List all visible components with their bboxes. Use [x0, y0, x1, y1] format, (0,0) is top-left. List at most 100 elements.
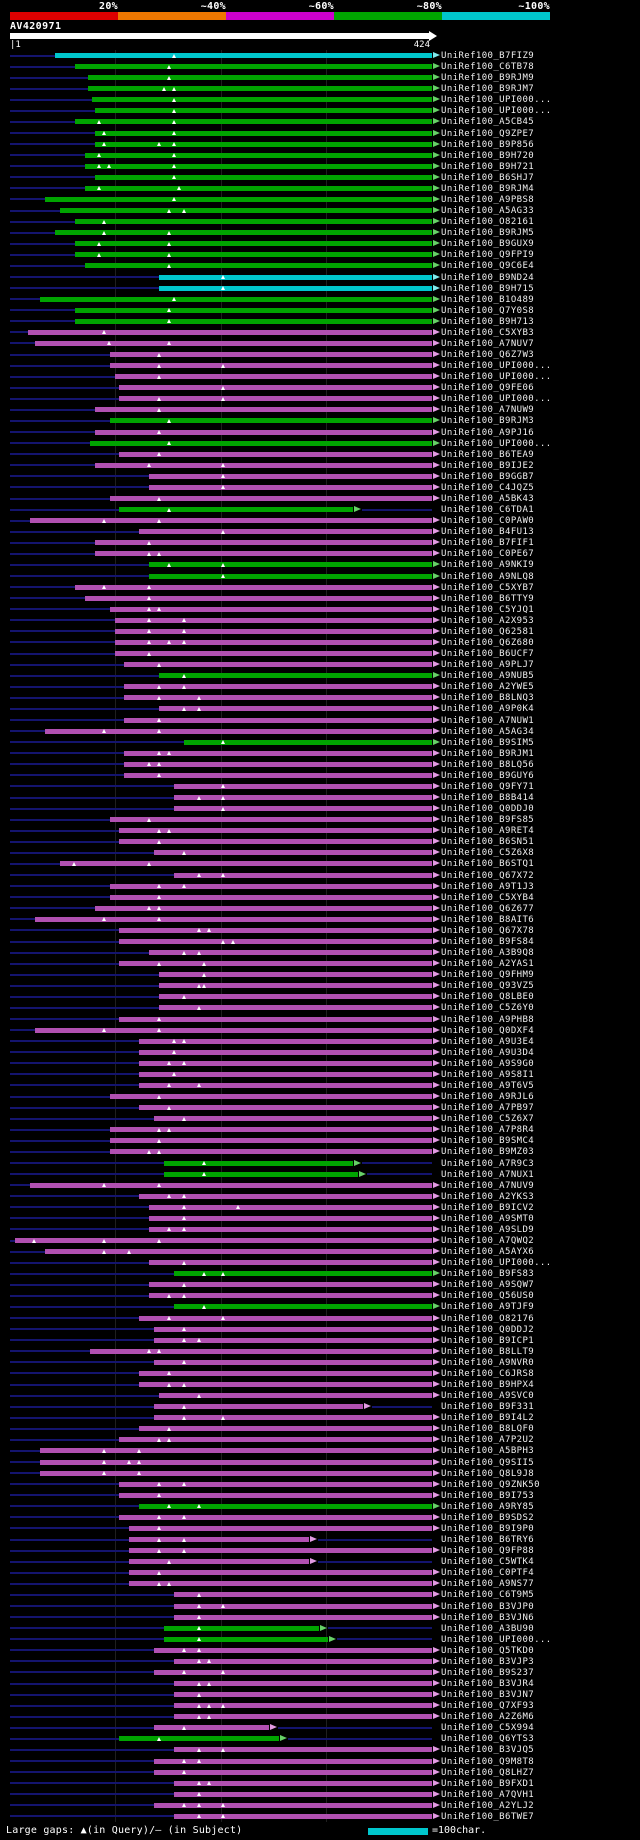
hit-accession-label[interactable]: UniRef100_A7NUV7 — [441, 338, 535, 349]
alignment-bar[interactable] — [84, 185, 432, 191]
hit-accession-label[interactable]: UniRef100_A2Z6M6 — [441, 1712, 535, 1723]
hit-accession-label[interactable]: UniRef100_B9RJM5 — [441, 228, 535, 239]
alignment-bar[interactable] — [139, 1049, 432, 1055]
hit-accession-label[interactable]: UniRef100_A9PHB8 — [441, 1014, 535, 1025]
alignment-bar[interactable] — [154, 1337, 432, 1343]
hit-accession-label[interactable]: UniRef100_O82176 — [441, 1313, 535, 1324]
alignment-bar[interactable] — [154, 1415, 432, 1421]
alignment-bar[interactable] — [149, 1226, 432, 1232]
alignment-bar[interactable] — [44, 196, 432, 202]
alignment-bar[interactable] — [174, 1681, 432, 1687]
hit-accession-label[interactable]: UniRef100_B6SN51 — [441, 837, 535, 848]
hit-accession-label[interactable]: UniRef100_C5Z6X8 — [441, 848, 535, 859]
hit-accession-label[interactable]: UniRef100_A9P0K4 — [441, 704, 535, 715]
hit-accession-label[interactable]: UniRef100_B9H715 — [441, 283, 535, 294]
alignment-bar[interactable] — [124, 695, 432, 701]
alignment-bar[interactable] — [124, 717, 432, 723]
hit-accession-label[interactable]: UniRef100_B9SIM5 — [441, 737, 535, 748]
alignment-bar[interactable] — [124, 772, 432, 778]
hit-accession-label[interactable]: UniRef100_Q0DXF4 — [441, 1025, 535, 1036]
alignment-bar[interactable] — [174, 1304, 432, 1310]
hit-accession-label[interactable]: UniRef100_B9ICV2 — [441, 1202, 535, 1213]
hit-accession-label[interactable]: UniRef100_C5YJQ1 — [441, 604, 535, 615]
hit-accession-label[interactable]: UniRef100_C5Z6Y0 — [441, 1003, 535, 1014]
hit-accession-label[interactable]: UniRef100_A9U3D4 — [441, 1047, 535, 1058]
hit-accession-label[interactable]: UniRef100_B3VJP3 — [441, 1656, 535, 1667]
alignment-bar[interactable] — [139, 1105, 432, 1111]
alignment-bar[interactable] — [109, 1127, 432, 1133]
alignment-bar[interactable] — [129, 1581, 432, 1587]
alignment-bar[interactable] — [174, 806, 432, 812]
hit-accession-label[interactable]: UniRef100_A9NLQ8 — [441, 571, 535, 582]
alignment-bar[interactable] — [59, 208, 432, 214]
hit-accession-label[interactable]: UniRef100_A9SVC0 — [441, 1391, 535, 1402]
alignment-bar[interactable] — [119, 451, 432, 457]
hit-accession-label[interactable]: UniRef100_Q9ZNK50 — [441, 1479, 540, 1490]
hit-accession-label[interactable]: UniRef100_A9T1J3 — [441, 881, 535, 892]
hit-accession-label[interactable]: UniRef100_B6TWE7 — [441, 1811, 535, 1822]
alignment-bar[interactable] — [94, 407, 432, 413]
hit-accession-label[interactable]: UniRef100_B9H721 — [441, 161, 535, 172]
hit-accession-label[interactable]: UniRef100_B9MZ03 — [441, 1147, 535, 1158]
alignment-bar[interactable] — [149, 573, 432, 579]
alignment-bar[interactable] — [154, 1758, 432, 1764]
hit-accession-label[interactable]: UniRef100_B9ND24 — [441, 272, 535, 283]
hit-accession-label[interactable]: UniRef100_C0PAW0 — [441, 516, 535, 527]
hit-accession-label[interactable]: UniRef100_A9S9G0 — [441, 1058, 535, 1069]
hit-accession-label[interactable]: UniRef100_B8LQ56 — [441, 759, 535, 770]
hit-accession-label[interactable]: UniRef100_A9PLJ7 — [441, 660, 535, 671]
hit-accession-label[interactable]: UniRef100_UPI000... — [441, 95, 552, 106]
alignment-bar[interactable] — [154, 1359, 432, 1365]
alignment-bar[interactable] — [84, 263, 432, 269]
hit-accession-label[interactable]: UniRef100_B9SDS2 — [441, 1512, 535, 1523]
hit-accession-label[interactable]: UniRef100_Q8L9J8 — [441, 1468, 535, 1479]
hit-accession-label[interactable]: UniRef100_Q9FPI9 — [441, 250, 535, 261]
alignment-bar[interactable] — [159, 972, 432, 978]
hit-accession-label[interactable]: UniRef100_B8LNQ3 — [441, 693, 535, 704]
hit-accession-label[interactable]: UniRef100_Q0DDJ0 — [441, 804, 535, 815]
alignment-bar[interactable] — [74, 584, 432, 590]
alignment-bar[interactable] — [174, 1714, 432, 1720]
alignment-bar[interactable] — [164, 1625, 319, 1631]
hit-accession-label[interactable]: UniRef100_B9RJM3 — [441, 416, 535, 427]
alignment-bar[interactable] — [174, 1603, 432, 1609]
hit-accession-label[interactable]: UniRef100_UPI000... — [441, 438, 552, 449]
hit-accession-label[interactable]: UniRef100_Q6YTS3 — [441, 1734, 535, 1745]
hit-accession-label[interactable]: UniRef100_B6TRY6 — [441, 1535, 535, 1546]
hit-accession-label[interactable]: UniRef100_UPI000... — [441, 394, 552, 405]
hit-accession-label[interactable]: UniRef100_Q67X78 — [441, 925, 535, 936]
hit-accession-label[interactable]: UniRef100_A9SMT0 — [441, 1213, 535, 1224]
alignment-bar[interactable] — [129, 1570, 432, 1576]
alignment-bar[interactable] — [119, 1736, 279, 1742]
hit-accession-label[interactable]: UniRef100_Q8LHZ7 — [441, 1767, 535, 1778]
alignment-bar[interactable] — [174, 1703, 432, 1709]
alignment-bar[interactable] — [94, 174, 432, 180]
hit-accession-label[interactable]: UniRef100_B7FIZ9 — [441, 51, 535, 61]
hit-accession-label[interactable]: UniRef100_A9SQW7 — [441, 1280, 535, 1291]
hit-accession-label[interactable]: UniRef100_B3VJN6 — [441, 1612, 535, 1623]
hit-accession-label[interactable]: UniRef100_Q9FE06 — [441, 383, 535, 394]
alignment-bar[interactable] — [109, 817, 432, 823]
hit-accession-label[interactable]: UniRef100_B9GUX9 — [441, 239, 535, 250]
hit-accession-label[interactable]: UniRef100_UPI000... — [441, 1634, 552, 1645]
hit-accession-label[interactable]: UniRef100_A2YKS3 — [441, 1191, 535, 1202]
alignment-bar[interactable] — [174, 795, 432, 801]
alignment-bar[interactable] — [27, 329, 432, 335]
alignment-bar[interactable] — [74, 119, 432, 125]
alignment-bar[interactable] — [139, 1426, 432, 1432]
hit-accession-label[interactable]: UniRef100_B9H720 — [441, 150, 535, 161]
alignment-bar[interactable] — [174, 1780, 432, 1786]
alignment-bar[interactable] — [154, 1802, 432, 1808]
alignment-bar[interactable] — [154, 1326, 432, 1332]
hit-accession-label[interactable]: UniRef100_B9FS85 — [441, 815, 535, 826]
hit-accession-label[interactable]: UniRef100_B1O489 — [441, 294, 535, 305]
alignment-bar[interactable] — [39, 296, 432, 302]
alignment-bar[interactable] — [109, 606, 432, 612]
alignment-bar[interactable] — [124, 750, 432, 756]
alignment-bar[interactable] — [114, 374, 432, 380]
alignment-bar[interactable] — [119, 1016, 432, 1022]
hit-accession-label[interactable]: UniRef100_B3VJP0 — [441, 1601, 535, 1612]
alignment-bar[interactable] — [14, 1238, 432, 1244]
hit-accession-label[interactable]: UniRef100_Q6Z677 — [441, 903, 535, 914]
hit-accession-label[interactable]: UniRef100_B6STQ1 — [441, 859, 535, 870]
